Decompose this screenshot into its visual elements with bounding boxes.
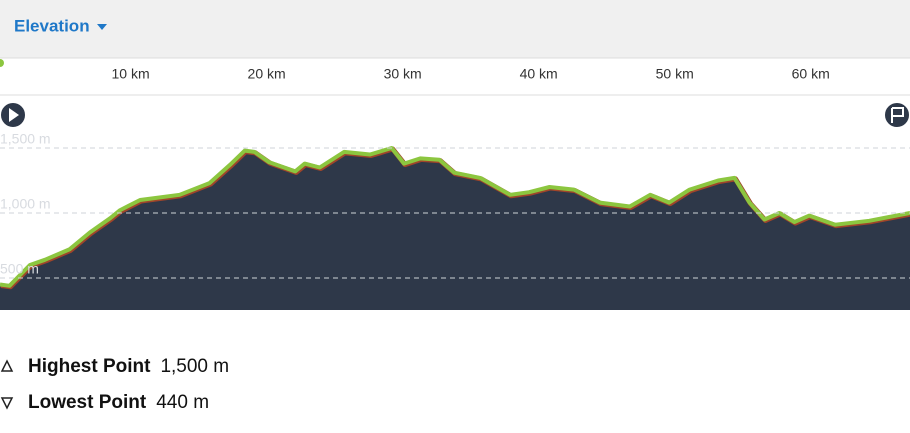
x-tick-label: 10 km: [112, 66, 150, 82]
x-tick-label: 50 km: [656, 66, 694, 82]
stat-label: Highest Point: [28, 356, 151, 377]
stats: Highest Point 1,500 m Lowest Point 440 m: [0, 356, 229, 413]
stat-value: 1,500 m: [160, 356, 229, 377]
x-tick-label: 20 km: [248, 66, 286, 82]
stat-value: 440 m: [156, 392, 209, 413]
flag-icon[interactable]: [891, 107, 904, 123]
stat-label: Lowest Point: [28, 392, 147, 413]
x-tick-label: 30 km: [384, 66, 422, 82]
elevation-area: [0, 148, 910, 310]
down-triangle-icon: [0, 397, 14, 410]
dropdown-caret[interactable]: [97, 24, 107, 30]
y-tick-label: 1,000 m: [0, 196, 51, 212]
play-icon[interactable]: [9, 108, 19, 122]
elevation-line: [0, 146, 910, 288]
plot: 10 km 20 km 30 km 40 km 50 km 60 km 500 m 1,000…: [0, 66, 910, 310]
start-marker: [0, 59, 4, 67]
y-tick-label: 1,500 m: [0, 131, 51, 147]
x-tick-label: 60 km: [792, 66, 830, 82]
up-triangle-icon: [0, 359, 14, 372]
x-tick-label: 40 km: [520, 66, 558, 82]
y-tick-label: 500 m: [0, 261, 39, 277]
elevation-dropdown[interactable]: Elevation: [14, 16, 90, 35]
header-bar: [0, 0, 910, 58]
